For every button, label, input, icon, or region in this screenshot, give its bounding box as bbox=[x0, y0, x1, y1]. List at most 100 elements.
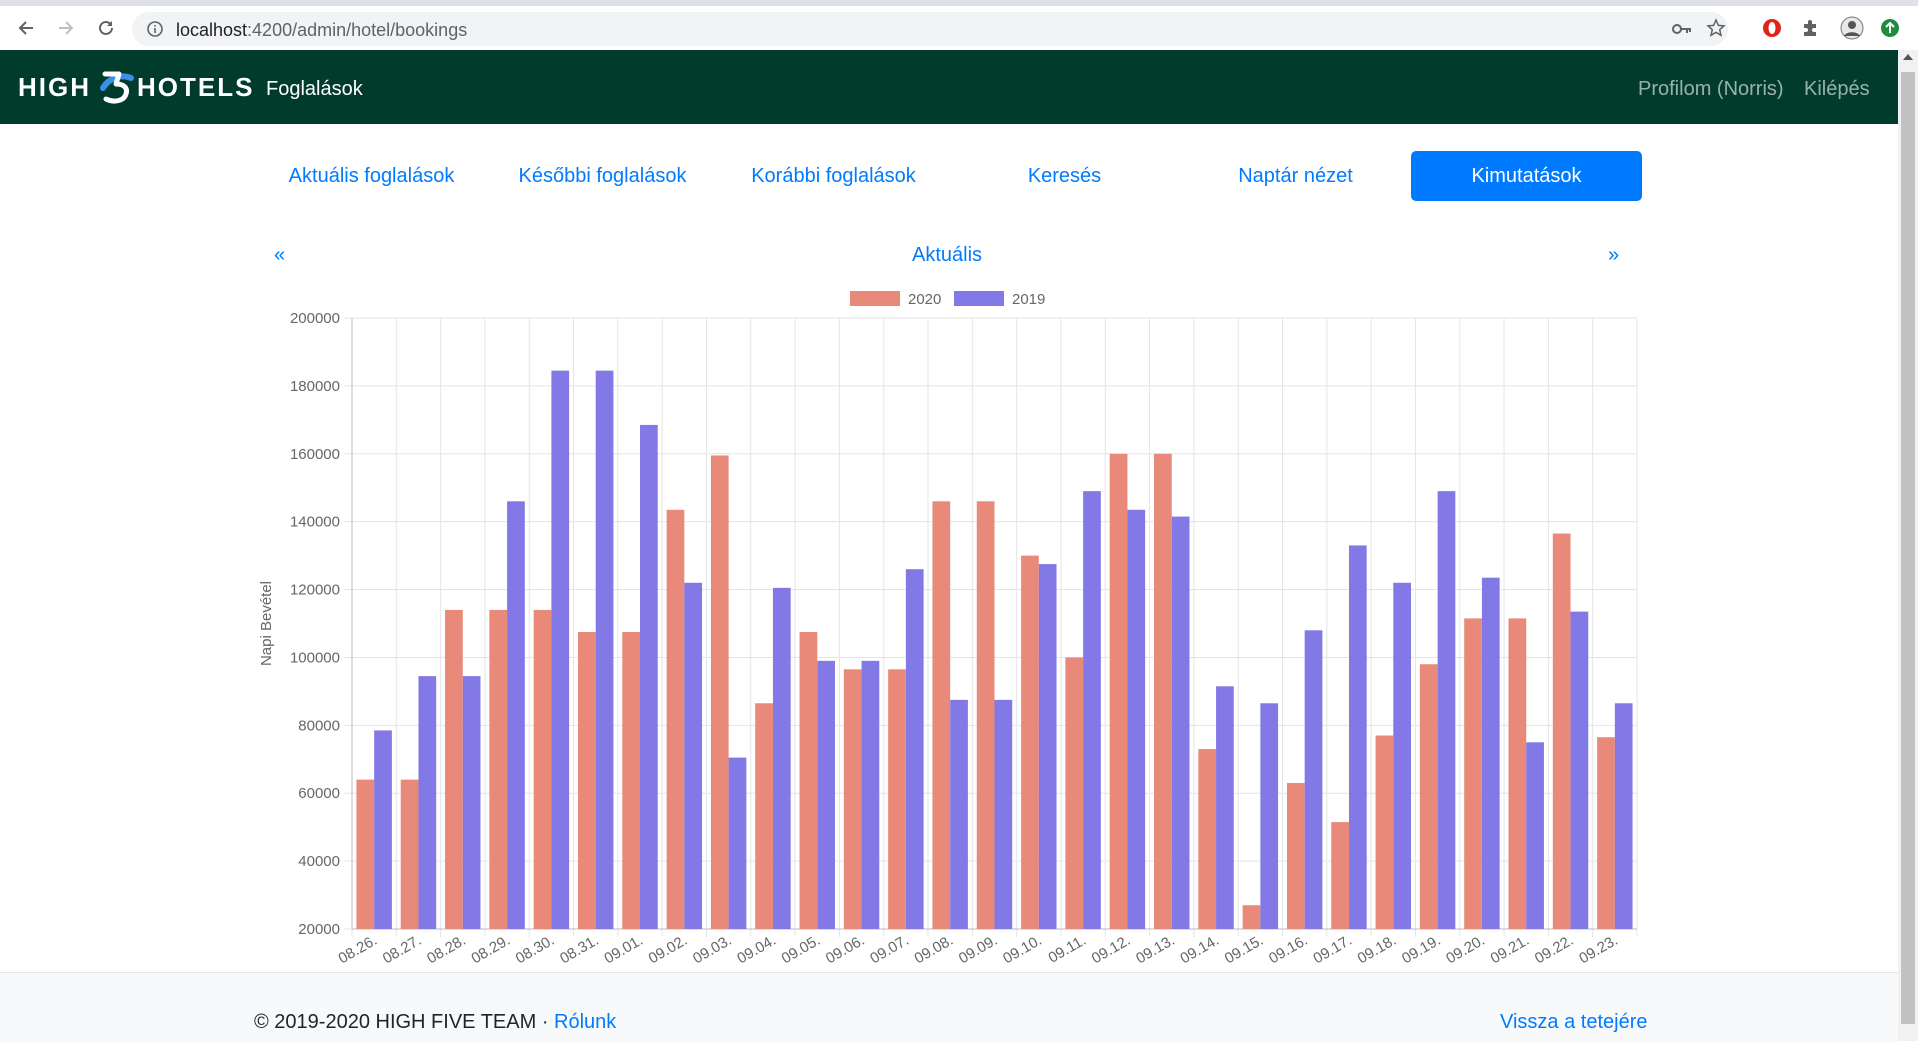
bar-2020-08.29. bbox=[489, 609, 508, 929]
bar-2019-09.10. bbox=[1038, 564, 1057, 929]
y-tick-label: 60000 bbox=[298, 785, 340, 802]
x-tick-label: 09.04. bbox=[734, 932, 779, 968]
update-icon[interactable] bbox=[1874, 12, 1906, 44]
bar-2020-09.02. bbox=[666, 509, 685, 929]
bar-2020-08.27. bbox=[400, 779, 419, 929]
back-to-top-link[interactable]: Vissza a tetejére bbox=[1500, 1011, 1648, 1033]
bar-2020-09.22. bbox=[1552, 533, 1571, 929]
legend-swatch-2020 bbox=[850, 291, 900, 306]
address-bar[interactable]: localhost:4200/admin/hotel/bookings bbox=[132, 12, 1728, 46]
forward-icon[interactable] bbox=[50, 12, 82, 44]
bar-2019-09.14. bbox=[1216, 686, 1234, 929]
tab-statistics[interactable]: Kimutatások bbox=[1411, 151, 1642, 201]
tab-current-bookings[interactable]: Aktuális foglalások bbox=[288, 164, 455, 187]
x-tick-label: 08.30. bbox=[513, 932, 558, 968]
avatar-icon[interactable] bbox=[1836, 12, 1868, 44]
star-icon[interactable] bbox=[1706, 18, 1726, 43]
x-tick-label: 09.02. bbox=[646, 932, 691, 968]
profile-link[interactable]: Profilom (Norris) bbox=[1638, 78, 1784, 100]
y-tick-label: 20000 bbox=[298, 921, 340, 938]
bar-2020-09.12. bbox=[1109, 453, 1128, 929]
y-axis-title: Napi Bevétel bbox=[258, 581, 275, 666]
browser-toolbar: localhost:4200/admin/hotel/bookings bbox=[0, 6, 1918, 50]
x-tick-label: 09.17. bbox=[1310, 932, 1355, 968]
bar-2020-09.04. bbox=[755, 703, 773, 929]
bar-2020-09.23. bbox=[1597, 737, 1615, 929]
bar-2019-08.31. bbox=[595, 370, 614, 929]
page-scrollbar[interactable] bbox=[1898, 50, 1918, 1041]
bar-2019-08.28. bbox=[462, 676, 481, 929]
reload-icon[interactable] bbox=[90, 12, 122, 44]
brand-text-left: HIGH bbox=[18, 71, 91, 102]
next-period-link[interactable]: » bbox=[1608, 244, 1620, 266]
back-icon[interactable] bbox=[10, 12, 42, 44]
current-period-link[interactable]: Aktuális bbox=[912, 244, 983, 266]
x-tick-label: 09.09. bbox=[956, 932, 1001, 968]
x-tick-label: 09.06. bbox=[823, 932, 868, 968]
bar-2019-09.08. bbox=[950, 699, 968, 929]
booking-tabs: Aktuális foglalások Későbbi foglalások K… bbox=[256, 151, 1642, 201]
x-tick-label: 09.01. bbox=[601, 932, 646, 968]
bar-2020-09.16. bbox=[1286, 783, 1305, 929]
bar-2020-09.20. bbox=[1464, 618, 1482, 929]
x-tick-label: 09.19. bbox=[1399, 932, 1444, 968]
extensions-icon[interactable] bbox=[1794, 12, 1826, 44]
legend-label-2019: 2019 bbox=[1012, 291, 1045, 308]
bar-2019-09.05. bbox=[817, 660, 835, 929]
bar-2019-09.12. bbox=[1127, 509, 1146, 929]
bar-2019-09.21. bbox=[1526, 742, 1544, 929]
y-tick-label: 140000 bbox=[290, 514, 340, 531]
bar-2019-09.01. bbox=[640, 424, 658, 929]
x-tick-label: 09.10. bbox=[1000, 932, 1045, 968]
x-tick-label: 08.31. bbox=[557, 932, 602, 968]
bar-2020-09.10. bbox=[1021, 555, 1039, 929]
bar-2019-09.20. bbox=[1481, 577, 1500, 929]
info-icon[interactable] bbox=[146, 20, 164, 43]
y-tick-label: 80000 bbox=[298, 717, 340, 734]
brand-logo[interactable]: HIGH HOTELS bbox=[18, 68, 254, 106]
legend-swatch-2019 bbox=[954, 291, 1004, 306]
y-tick-label: 120000 bbox=[290, 582, 340, 599]
bar-2019-09.17. bbox=[1348, 545, 1367, 929]
app-navbar: HIGH HOTELS Foglalások Profilom (Norris)… bbox=[0, 50, 1898, 124]
bar-2019-09.06. bbox=[861, 660, 880, 929]
prev-period-link[interactable]: « bbox=[274, 244, 286, 266]
bar-2020-09.06. bbox=[843, 669, 862, 929]
x-tick-label: 09.08. bbox=[912, 932, 957, 968]
scroll-thumb[interactable] bbox=[1901, 72, 1915, 1024]
x-tick-label: 09.16. bbox=[1266, 932, 1311, 968]
tab-calendar-view[interactable]: Naptár nézet bbox=[1238, 164, 1353, 187]
bar-2020-09.21. bbox=[1508, 618, 1527, 929]
x-tick-label: 08.26. bbox=[336, 932, 381, 968]
bar-2020-09.05. bbox=[799, 631, 818, 929]
tab-future-bookings[interactable]: Későbbi foglalások bbox=[518, 164, 687, 187]
scroll-up-icon[interactable] bbox=[1903, 54, 1913, 60]
tab-past-bookings[interactable]: Korábbi foglalások bbox=[751, 164, 916, 187]
bar-2020-09.17. bbox=[1331, 822, 1349, 929]
y-tick-label: 180000 bbox=[290, 378, 340, 395]
tab-search[interactable]: Keresés bbox=[1027, 164, 1102, 187]
bar-2020-08.30. bbox=[533, 609, 552, 929]
bar-2019-09.11. bbox=[1083, 491, 1101, 929]
bar-2020-09.08. bbox=[932, 501, 951, 929]
bar-2020-09.15. bbox=[1242, 905, 1261, 929]
opera-icon[interactable] bbox=[1756, 12, 1788, 44]
key-icon[interactable] bbox=[1672, 20, 1692, 43]
bar-2020-09.14. bbox=[1198, 749, 1217, 929]
url-text: localhost:4200/admin/hotel/bookings bbox=[176, 20, 468, 40]
brand-text-right: HOTELS bbox=[137, 71, 255, 102]
y-tick-label: 160000 bbox=[290, 446, 340, 463]
bar-2019-08.26. bbox=[374, 730, 392, 929]
bar-2019-09.13. bbox=[1171, 516, 1190, 929]
browser-tabstrip bbox=[0, 0, 1918, 6]
x-tick-label: 09.14. bbox=[1177, 932, 1222, 968]
x-tick-label: 09.21. bbox=[1488, 932, 1533, 968]
x-tick-label: 08.28. bbox=[424, 932, 469, 968]
bar-2020-08.26. bbox=[356, 779, 375, 929]
x-tick-label: 09.03. bbox=[690, 932, 735, 968]
nav-title[interactable]: Foglalások bbox=[266, 78, 363, 100]
logout-link[interactable]: Kilépés bbox=[1804, 78, 1870, 100]
about-link[interactable]: Rólunk bbox=[554, 1011, 617, 1033]
bar-2019-09.23. bbox=[1614, 703, 1633, 929]
bar-2019-09.22. bbox=[1570, 611, 1589, 929]
